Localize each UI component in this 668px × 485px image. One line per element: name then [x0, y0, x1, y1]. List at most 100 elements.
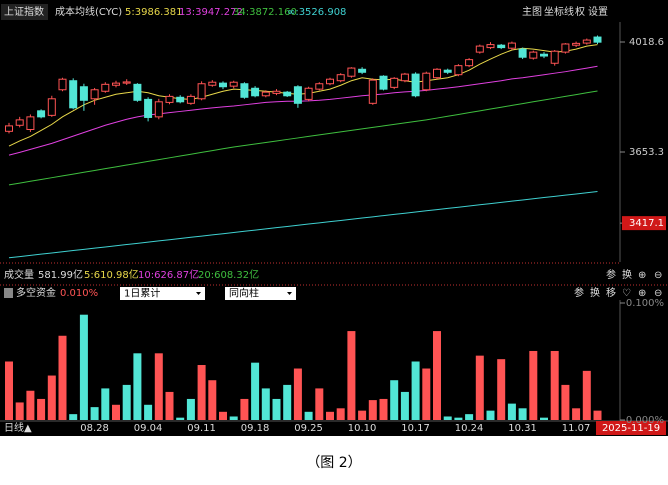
panel-tool[interactable]: ⊖	[654, 288, 662, 299]
candle-body	[176, 96, 185, 103]
candle-body	[15, 119, 24, 126]
bar	[443, 416, 452, 420]
candle-body	[422, 72, 431, 91]
y-tick-label: 3653.3	[629, 147, 664, 158]
bar	[26, 390, 35, 420]
icon	[4, 288, 13, 298]
candle-body	[5, 125, 13, 132]
x-tick-label: 08.28	[80, 423, 109, 434]
current-value: 0.010%	[60, 288, 98, 299]
candle-body	[112, 82, 120, 86]
bar	[122, 384, 131, 420]
candle-body	[336, 74, 345, 82]
panel-tool[interactable]: 参	[606, 268, 616, 281]
candle-body	[497, 44, 506, 49]
bar	[79, 314, 88, 420]
bar	[112, 404, 120, 420]
bar	[422, 368, 431, 420]
candle-body	[486, 44, 495, 49]
dropdown[interactable]	[120, 287, 205, 300]
bar	[582, 370, 591, 420]
bar	[293, 368, 302, 420]
candle-body	[58, 78, 67, 91]
panel-tool[interactable]: ⊕	[638, 288, 646, 299]
bar	[197, 365, 206, 420]
candle-body	[47, 98, 56, 116]
y-tick-label: 0.100%	[626, 298, 664, 309]
x-tick-label: 09.25	[294, 423, 323, 434]
bar	[336, 408, 345, 420]
candle-body	[154, 101, 163, 118]
toolbar-button[interactable]: 主图	[522, 6, 542, 18]
candle-body	[79, 86, 88, 101]
bar	[507, 403, 516, 420]
candle-body	[593, 36, 602, 43]
candle-body	[411, 73, 420, 97]
bar	[326, 411, 334, 420]
panel-tool[interactable]: 移	[606, 286, 616, 299]
candle-body	[90, 89, 99, 100]
bar	[165, 391, 174, 420]
candle-body	[315, 83, 324, 90]
toolbar-button[interactable]: 权	[575, 5, 585, 18]
volume-item: 10:626.87亿	[138, 268, 199, 281]
volume-item: 5:610.98亿	[84, 268, 139, 281]
cursor-date: 2025-11-19	[602, 423, 660, 434]
candle-body	[26, 116, 35, 131]
toolbar-button[interactable]: 设置	[588, 6, 608, 18]
candle-body	[37, 110, 46, 118]
panel-tool[interactable]: ⊖	[654, 270, 662, 281]
chart-title: 上证指数	[4, 5, 44, 18]
panel-tool[interactable]: 参	[574, 286, 584, 299]
candle-body	[390, 77, 399, 88]
candle-body	[379, 75, 388, 90]
bar	[347, 331, 356, 420]
candle-body	[529, 51, 538, 59]
bar	[411, 361, 420, 420]
legend-entry: 5:3986.381	[125, 7, 182, 18]
toolbar-button[interactable]: 坐标线	[544, 5, 574, 18]
bar	[90, 407, 99, 420]
bar	[368, 400, 377, 420]
panel-tool[interactable]: ♡	[622, 288, 631, 299]
dropdown-arrow	[287, 292, 292, 295]
candle-body	[582, 39, 591, 44]
candle-body	[561, 43, 570, 53]
panel-tool[interactable]: 换	[590, 286, 600, 299]
panel-tool[interactable]: ⊕	[638, 270, 646, 281]
candle-body	[186, 95, 195, 104]
caption: （图 2）	[306, 455, 361, 471]
bar	[229, 416, 238, 420]
dropdown[interactable]	[225, 287, 296, 300]
dropdown-label: 1日累计	[124, 287, 160, 300]
candle-body	[101, 83, 110, 92]
bar	[465, 414, 474, 420]
bar	[379, 398, 388, 420]
candle-body	[144, 98, 153, 118]
ma-line	[8, 90, 598, 186]
bar	[144, 404, 153, 420]
x-tick-label: 09.04	[134, 423, 163, 434]
chart-title: 多空资金	[16, 286, 56, 299]
candle-body	[69, 80, 78, 109]
candle-body	[572, 42, 581, 46]
bar	[69, 414, 78, 420]
x-tick-label: 10.31	[508, 423, 537, 434]
bar	[400, 391, 409, 420]
candle-body	[272, 90, 281, 94]
panel-tool[interactable]: 换	[622, 268, 632, 281]
bar	[15, 402, 24, 420]
date-box	[596, 421, 666, 435]
y-tick-label: 4018.6	[629, 37, 664, 48]
y-tick-label: 0.000%	[626, 415, 664, 426]
bar	[540, 417, 548, 420]
candle-body	[326, 78, 334, 85]
candle-body	[347, 67, 356, 77]
ma-line	[8, 65, 598, 156]
x-tick-label: 10.10	[348, 423, 377, 434]
bar	[304, 411, 313, 420]
candle-body	[540, 53, 548, 57]
bar	[433, 331, 441, 420]
x-tick-label: 10.17	[401, 423, 430, 434]
